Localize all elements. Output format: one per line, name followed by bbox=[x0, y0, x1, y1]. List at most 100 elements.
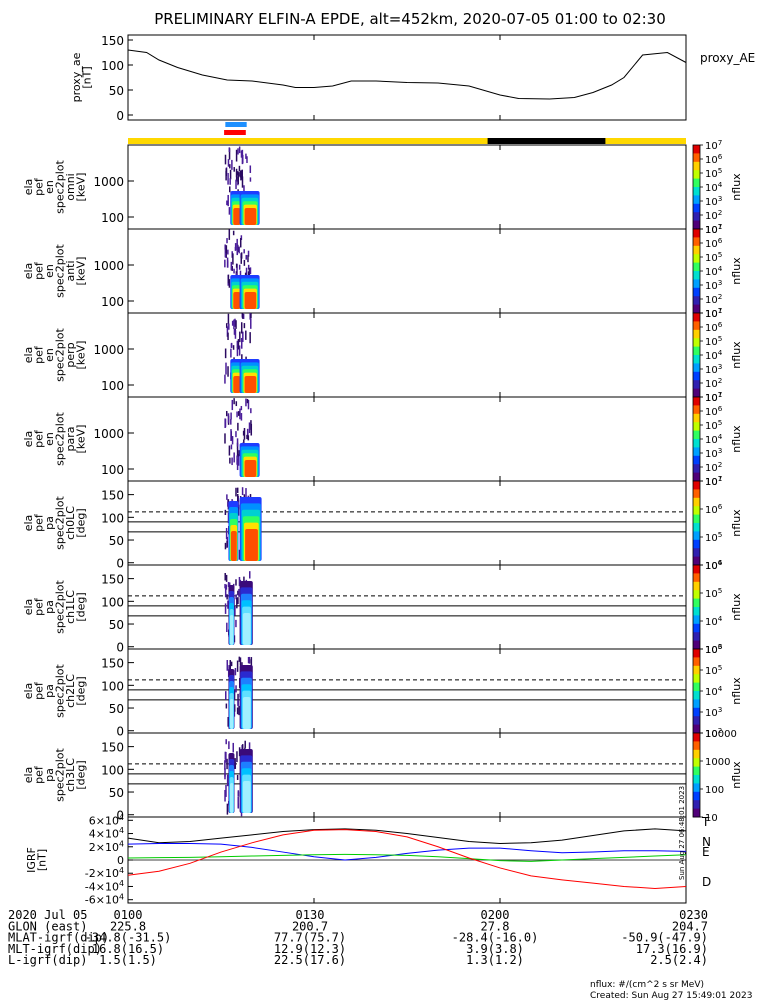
spec-pixel bbox=[241, 154, 244, 165]
colorbar-segment bbox=[693, 445, 700, 448]
spec-pixel bbox=[236, 448, 239, 458]
spec-pixel bbox=[233, 268, 235, 274]
ylabel-line: [keV] bbox=[74, 425, 87, 454]
colorbar-segment bbox=[693, 502, 700, 505]
footer-row-label: 2020 Jul 05 bbox=[8, 908, 87, 922]
panel-proxy-ae: 0 50 100 150 proxy_ae[nT] proxy_AE bbox=[70, 34, 756, 123]
footer-value: 200.7 bbox=[292, 919, 328, 933]
spec-pixel bbox=[233, 319, 235, 330]
colorbar-segment bbox=[693, 394, 700, 398]
colorbar-segment bbox=[693, 472, 700, 476]
colorbar-segment bbox=[693, 661, 700, 665]
y-tick-label: 100 bbox=[101, 511, 124, 525]
colorbar-7: 102 103 104 105 106 nflux bbox=[692, 642, 743, 740]
igrf-line-N bbox=[127, 842, 687, 861]
spec-pixel bbox=[228, 207, 231, 215]
panel-spectrogram-6: elapefpaspec2plotch1LC[deg]0501001501031… bbox=[22, 558, 743, 656]
colorbar-segment bbox=[693, 218, 700, 222]
spec-pixel bbox=[245, 267, 248, 277]
footer-value: 22.5(17.6) bbox=[274, 953, 346, 967]
spec-pixel bbox=[227, 172, 229, 185]
spec-pixel bbox=[228, 323, 230, 330]
ylabel-line: spec2plot bbox=[53, 496, 66, 550]
ylabel-line: pef bbox=[32, 765, 45, 784]
panel-frame-2 bbox=[127, 228, 687, 314]
colorbar-tick-label: 101 bbox=[705, 306, 722, 320]
colorbar-segment bbox=[693, 659, 700, 663]
colorbar-segment bbox=[693, 289, 700, 293]
ylabel-line: pef bbox=[32, 681, 45, 700]
colorbar-segment bbox=[693, 191, 700, 194]
colorbar-segment bbox=[693, 793, 700, 797]
spec-pixel bbox=[241, 149, 244, 158]
colorbar-segment bbox=[693, 756, 700, 759]
spec-pixel bbox=[247, 271, 250, 279]
spec-pixel bbox=[246, 434, 248, 440]
spec-pixel bbox=[235, 431, 237, 438]
colorbar-label: nflux bbox=[730, 425, 743, 453]
colorbar-segment bbox=[693, 214, 700, 217]
spec-pixel bbox=[234, 318, 236, 327]
colorbar-segment bbox=[693, 598, 700, 602]
colorbar-segment bbox=[693, 733, 700, 736]
spec-pixel bbox=[235, 149, 238, 162]
spec-pixel bbox=[227, 274, 230, 284]
colorbar-segment bbox=[693, 292, 700, 295]
colorbar-segment bbox=[693, 407, 700, 411]
colorbar-segment bbox=[693, 350, 700, 354]
colorbar-segment bbox=[693, 508, 700, 511]
colorbar-segment bbox=[693, 758, 700, 761]
spec-pixel bbox=[224, 760, 226, 770]
spec-pixel bbox=[234, 246, 237, 251]
units-note: nflux: #/(cm^2 s sr MeV) bbox=[590, 980, 704, 990]
colorbar-segment bbox=[693, 625, 700, 629]
colorbar-segment bbox=[693, 151, 700, 154]
spec-pixel bbox=[240, 337, 243, 349]
y-tick-label: 50 bbox=[109, 84, 124, 98]
igrf-legend-T: T bbox=[701, 815, 710, 829]
spec-pixel bbox=[235, 179, 237, 190]
spec-pixel bbox=[227, 249, 229, 255]
colorbar-segment bbox=[693, 418, 700, 421]
spec-pixel bbox=[238, 146, 241, 154]
colorbar-segment bbox=[693, 602, 700, 606]
ylabel-line: [deg] bbox=[74, 592, 87, 621]
colorbar-segment bbox=[693, 546, 700, 549]
colorbar-segment bbox=[693, 430, 700, 434]
spec-blob bbox=[229, 615, 234, 645]
colorbar-segment bbox=[693, 355, 700, 358]
spec-pixel bbox=[245, 254, 247, 260]
spec-pixel bbox=[224, 585, 227, 598]
colorbar-tick-label: 107 bbox=[705, 222, 722, 236]
ylabel-line: pa bbox=[43, 516, 56, 530]
colorbar-segment bbox=[693, 514, 700, 518]
colorbar-segment bbox=[693, 310, 700, 314]
colorbar-segment bbox=[693, 663, 700, 667]
spec-pixel bbox=[235, 176, 238, 182]
spec-pixel bbox=[242, 313, 245, 319]
ylabel-line: ch0LC bbox=[64, 506, 77, 540]
spec-pixel bbox=[235, 487, 237, 497]
spec-pixel bbox=[234, 243, 237, 251]
y-tick-label: 1000 bbox=[93, 175, 124, 189]
colorbar-segment bbox=[693, 575, 700, 579]
colorbar-segment bbox=[693, 159, 700, 163]
science-blue-tick bbox=[238, 122, 241, 127]
colorbar-segment bbox=[693, 716, 700, 719]
footer-value: 27.8 bbox=[481, 919, 510, 933]
ylabel-line: [keV] bbox=[74, 173, 87, 202]
colorbar-tick-label: 101 bbox=[705, 222, 722, 236]
colorbar-segment bbox=[693, 504, 700, 507]
spec-pixel bbox=[236, 751, 238, 763]
footer-value: 12.9(12.3) bbox=[274, 942, 346, 956]
spec-pixel bbox=[225, 703, 228, 709]
spec-pixel bbox=[230, 348, 232, 358]
panel-frame-3 bbox=[127, 312, 687, 398]
panel-spectrogram-8: elapefpaspec2plotch3LC[deg]0501001501010… bbox=[22, 729, 743, 824]
spec-blob bbox=[244, 376, 257, 393]
ylabel-line: pa bbox=[43, 600, 56, 614]
colorbar-segment bbox=[693, 447, 700, 450]
footer-ephemeris: 2020 Jul 05 0100 0130 0200 0230 GLON (east) 22… bbox=[8, 908, 708, 967]
spec-pixel bbox=[245, 398, 247, 407]
